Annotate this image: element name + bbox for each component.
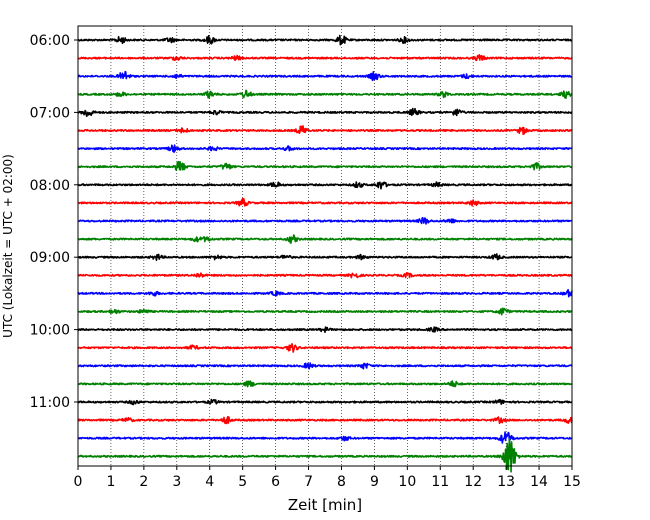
y-tick-label: 06:00 bbox=[30, 33, 70, 49]
seismogram-trace bbox=[77, 107, 573, 118]
seismogram-trace bbox=[77, 437, 573, 473]
x-tick-label: 10 bbox=[398, 474, 416, 490]
x-axis-label: Zeit [min] bbox=[288, 496, 362, 514]
x-tick-label: 6 bbox=[271, 474, 280, 490]
seismogram-trace bbox=[77, 307, 573, 316]
seismogram-trace bbox=[77, 326, 573, 334]
seismogram-trace bbox=[77, 144, 573, 154]
x-axis-ticks: 0 1 2 3 4 5 6 7 8 9 10 11 12 13 14 15 bbox=[74, 466, 581, 490]
seismogram-trace bbox=[77, 54, 573, 62]
seismogram-trace bbox=[77, 380, 573, 388]
x-tick-label: 7 bbox=[304, 474, 313, 490]
x-tick-label: 14 bbox=[530, 474, 548, 490]
x-tick-label: 15 bbox=[563, 474, 581, 490]
seismogram-trace bbox=[77, 216, 573, 225]
seismogram-trace bbox=[77, 342, 573, 353]
seismogram-trace bbox=[77, 253, 573, 261]
grid-lines bbox=[110, 26, 540, 466]
seismogram-trace bbox=[77, 271, 573, 279]
x-tick-label: 5 bbox=[238, 474, 247, 490]
seismogram-trace bbox=[77, 125, 573, 136]
seismogram-trace bbox=[77, 197, 573, 207]
x-tick-label: 13 bbox=[497, 474, 515, 490]
x-tick-label: 1 bbox=[106, 474, 115, 490]
seismogram-trace bbox=[77, 234, 573, 244]
x-tick-label: 4 bbox=[205, 474, 214, 490]
x-tick-label: 3 bbox=[172, 474, 181, 490]
seismogram-trace bbox=[77, 89, 573, 100]
y-tick-label: 11:00 bbox=[30, 395, 70, 411]
y-tick-label: 10:00 bbox=[30, 323, 70, 339]
y-tick-label: 09:00 bbox=[30, 250, 70, 266]
seismogram-trace bbox=[77, 398, 573, 406]
x-tick-label: 12 bbox=[464, 474, 482, 490]
y-tick-label: 08:00 bbox=[30, 178, 70, 194]
x-tick-label: 9 bbox=[370, 474, 379, 490]
y-axis-label: UTC (Lokalzeit = UTC + 02:00) bbox=[1, 154, 15, 338]
y-axis-ticks: 06:00 07:00 08:00 09:00 10:00 11:00 bbox=[30, 33, 78, 411]
x-tick-label: 2 bbox=[139, 474, 148, 490]
plot-background bbox=[78, 26, 572, 466]
seismogram-trace bbox=[77, 34, 573, 46]
seismogram-trace bbox=[77, 289, 573, 298]
seismogram-trace bbox=[77, 70, 573, 82]
seismogram-trace bbox=[77, 160, 573, 171]
x-tick-label: 8 bbox=[337, 474, 346, 490]
x-tick-label: 0 bbox=[74, 474, 83, 490]
x-tick-label: 11 bbox=[431, 474, 449, 490]
plot-frame bbox=[77, 25, 573, 467]
seismogram-trace bbox=[77, 181, 573, 190]
seismogram-trace bbox=[77, 362, 573, 370]
y-tick-label: 07:00 bbox=[30, 105, 70, 121]
seismogram-trace bbox=[77, 431, 573, 445]
seismogram-trace bbox=[77, 415, 573, 425]
traces bbox=[77, 34, 573, 473]
